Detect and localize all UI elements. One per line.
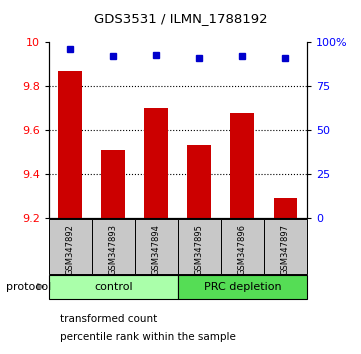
Bar xyxy=(144,108,168,218)
Bar xyxy=(178,219,221,274)
Bar xyxy=(187,145,211,218)
Text: PRC depletion: PRC depletion xyxy=(204,282,281,292)
Bar xyxy=(58,71,82,218)
Bar xyxy=(49,219,92,274)
Bar xyxy=(178,275,307,299)
Text: percentile rank within the sample: percentile rank within the sample xyxy=(60,332,236,342)
Text: GDS3531 / ILMN_1788192: GDS3531 / ILMN_1788192 xyxy=(94,12,267,25)
Text: protocol: protocol xyxy=(6,282,52,292)
Bar xyxy=(221,219,264,274)
Bar xyxy=(135,219,178,274)
Bar xyxy=(92,219,135,274)
Text: GSM347896: GSM347896 xyxy=(238,224,247,275)
Text: GSM347897: GSM347897 xyxy=(281,224,290,275)
Text: transformed count: transformed count xyxy=(60,314,157,324)
Bar xyxy=(264,219,307,274)
Bar xyxy=(49,275,178,299)
Bar xyxy=(274,198,297,218)
Bar xyxy=(101,150,125,218)
Text: GSM347893: GSM347893 xyxy=(109,224,118,275)
Text: GSM347892: GSM347892 xyxy=(66,224,75,275)
Text: GSM347894: GSM347894 xyxy=(152,224,161,275)
Text: GSM347895: GSM347895 xyxy=(195,224,204,275)
Bar xyxy=(230,113,254,218)
Text: control: control xyxy=(94,282,132,292)
